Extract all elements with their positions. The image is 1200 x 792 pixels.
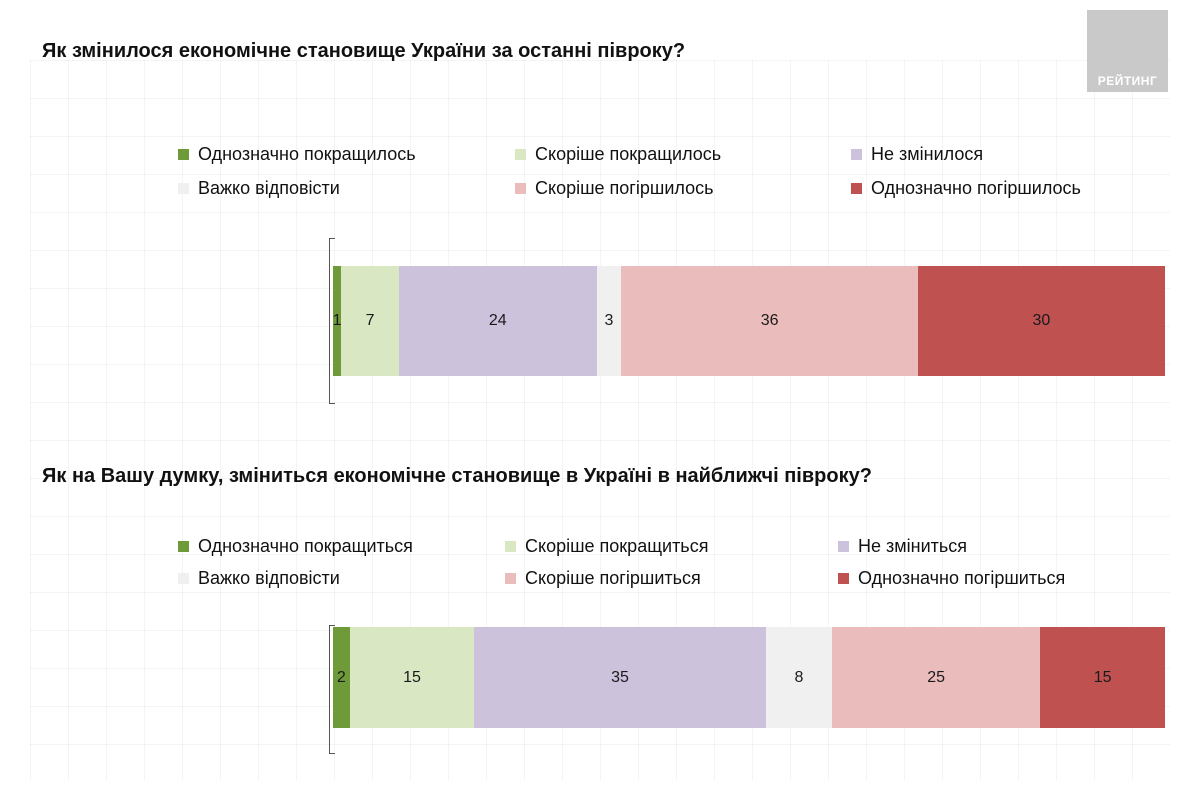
chart-title: Як змінилося економічне становище Україн… [42, 40, 686, 62]
bar-segment: 1 [332, 266, 342, 376]
bar-segment: 25 [832, 627, 1041, 728]
legend-swatch [505, 541, 516, 552]
chart-title: Як на Вашу думку, зміниться економічне с… [42, 465, 872, 487]
data-label: 8 [794, 668, 804, 686]
legend-item: Не зміниться [838, 536, 967, 557]
legend-swatch [851, 149, 862, 160]
legend-item: Однозначно покращиться [178, 536, 413, 557]
legend-swatch [178, 573, 189, 584]
legend-label: Скоріше покращиться [525, 536, 709, 556]
legend-swatch [838, 573, 849, 584]
legend-item: Однозначно погіршиться [838, 568, 1065, 589]
bar-segment: 8 [765, 627, 833, 728]
bar-segment: 15 [349, 627, 475, 728]
bar-segment: 3 [596, 266, 622, 376]
legend-label: Скоріше покращилось [535, 144, 722, 164]
data-label: 35 [611, 668, 629, 686]
data-label: 15 [403, 668, 421, 686]
legend-item: Скоріше погіршилось [515, 178, 713, 199]
data-label: 36 [760, 312, 779, 329]
legend-label: Однозначно покращилось [198, 144, 416, 164]
legend-swatch [515, 183, 526, 194]
data-label: 15 [1093, 668, 1112, 686]
legend-label: Однозначно погіршиться [858, 568, 1066, 588]
legend-swatch [851, 183, 862, 194]
bar-segment: 30 [917, 266, 1165, 376]
legend-item: Не змінилося [851, 144, 983, 165]
stacked-bar: 2 15 35 8 25 15 [333, 627, 1165, 728]
legend-label: Скоріше погіршиться [525, 568, 701, 588]
data-label: 7 [365, 312, 375, 329]
legend-label: Однозначно покращиться [198, 536, 413, 556]
legend-item: Скоріше покращиться [505, 536, 708, 557]
legend-swatch [178, 183, 189, 194]
stacked-bar: 1 7 24 3 36 30 [333, 266, 1165, 376]
bar-segment: 2 [333, 627, 350, 728]
legend-item: Однозначно покращилось [178, 144, 416, 165]
legend-label: Однозначно погіршилось [871, 178, 1081, 198]
bar-segment: 7 [341, 266, 399, 376]
legend-swatch [178, 541, 189, 552]
data-label: 2 [336, 668, 346, 686]
legend-item: Важко відповісти [178, 568, 340, 589]
legend-label: Скоріше погіршилось [535, 178, 714, 198]
bar-segment: 24 [398, 266, 597, 376]
data-label: 1 [332, 312, 342, 329]
bar-segment: 15 [1040, 627, 1165, 728]
data-label: 3 [604, 312, 614, 329]
legend-item: Однозначно погіршилось [851, 178, 1081, 199]
legend-swatch [505, 573, 516, 584]
data-label: 25 [927, 668, 946, 686]
legend-item: Важко відповісти [178, 178, 340, 199]
legend-swatch [178, 149, 189, 160]
data-label: 30 [1032, 312, 1051, 329]
axis-bracket [329, 238, 335, 404]
legend-label: Важко відповісти [198, 178, 340, 198]
logo-text: РЕЙТИНГ [1097, 74, 1158, 88]
legend-label: Не зміниться [858, 536, 968, 556]
legend-item: Скоріше погіршиться [505, 568, 701, 589]
bar-segment: 35 [474, 627, 766, 728]
legend-item: Скоріше покращилось [515, 144, 721, 165]
legend-label: Важко відповісти [198, 568, 340, 588]
legend-swatch [515, 149, 526, 160]
legend-label: Не змінилося [871, 144, 984, 164]
bar-segment: 36 [621, 266, 918, 376]
data-label: 24 [488, 312, 507, 329]
rating-logo: РЕЙТИНГ [1087, 10, 1168, 92]
axis-bracket [329, 625, 335, 754]
legend-swatch [838, 541, 849, 552]
